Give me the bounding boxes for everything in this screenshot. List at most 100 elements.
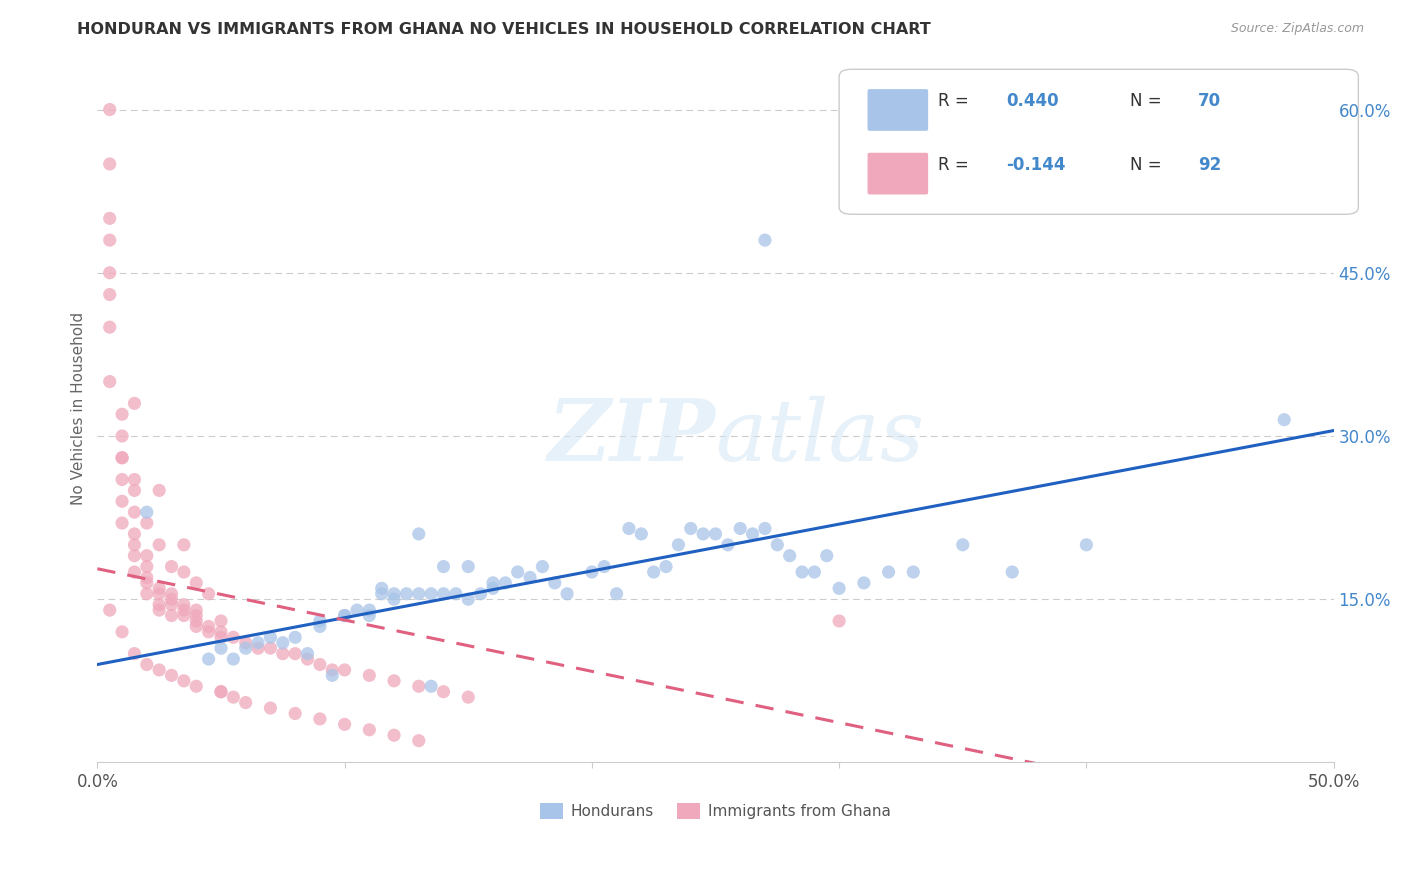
Point	[1076, 538, 1098, 552]
Y-axis label: No Vehicles in Household: No Vehicles in Household	[72, 312, 86, 506]
Point	[259, 701, 281, 715]
Text: R =: R =	[938, 92, 974, 110]
Point	[173, 673, 195, 688]
Point	[803, 565, 825, 579]
Point	[209, 624, 232, 639]
Point	[297, 652, 319, 666]
Point	[173, 598, 195, 612]
Point	[173, 603, 195, 617]
Point	[124, 565, 146, 579]
Point	[186, 614, 208, 628]
Point	[359, 723, 381, 737]
Point	[457, 559, 479, 574]
Text: Source: ZipAtlas.com: Source: ZipAtlas.com	[1230, 22, 1364, 36]
Point	[186, 608, 208, 623]
Point	[160, 587, 183, 601]
Point	[197, 619, 219, 633]
Point	[457, 592, 479, 607]
Point	[111, 407, 134, 421]
Point	[124, 647, 146, 661]
Point	[482, 575, 505, 590]
Point	[98, 157, 121, 171]
Point	[135, 570, 157, 584]
Point	[766, 538, 789, 552]
Point	[309, 712, 332, 726]
Point	[420, 587, 443, 601]
Point	[209, 684, 232, 698]
Point	[779, 549, 801, 563]
Point	[124, 527, 146, 541]
Point	[382, 673, 405, 688]
Point	[370, 582, 392, 596]
Point	[111, 473, 134, 487]
Point	[197, 652, 219, 666]
Point	[259, 630, 281, 644]
Point	[408, 587, 430, 601]
Point	[679, 521, 702, 535]
Point	[135, 657, 157, 672]
Point	[717, 538, 740, 552]
Point	[98, 266, 121, 280]
Point	[432, 587, 454, 601]
Point	[877, 565, 900, 579]
Point	[98, 233, 121, 247]
FancyBboxPatch shape	[839, 70, 1358, 214]
Point	[111, 450, 134, 465]
Point	[209, 630, 232, 644]
Point	[382, 728, 405, 742]
Point	[135, 505, 157, 519]
Point	[135, 587, 157, 601]
Point	[470, 587, 492, 601]
Text: atlas: atlas	[716, 396, 925, 478]
Point	[124, 549, 146, 563]
Text: R =: R =	[938, 156, 974, 174]
Point	[309, 657, 332, 672]
Point	[309, 614, 332, 628]
Point	[420, 679, 443, 693]
Point	[852, 575, 875, 590]
Point	[111, 450, 134, 465]
Point	[444, 587, 467, 601]
Point	[173, 565, 195, 579]
Point	[346, 603, 368, 617]
Point	[259, 641, 281, 656]
Point	[815, 549, 838, 563]
Point	[395, 587, 418, 601]
Point	[98, 287, 121, 301]
Text: 92: 92	[1198, 156, 1220, 174]
Point	[111, 624, 134, 639]
Point	[98, 103, 121, 117]
Point	[186, 619, 208, 633]
Point	[333, 608, 356, 623]
Point	[333, 717, 356, 731]
Text: N =: N =	[1129, 92, 1167, 110]
Point	[382, 587, 405, 601]
Point	[432, 559, 454, 574]
Point	[828, 582, 851, 596]
Point	[408, 527, 430, 541]
Point	[98, 211, 121, 226]
Point	[531, 559, 554, 574]
Point	[408, 733, 430, 747]
Point	[135, 559, 157, 574]
Point	[284, 630, 307, 644]
Point	[668, 538, 690, 552]
Point	[160, 598, 183, 612]
Point	[160, 559, 183, 574]
Point	[186, 603, 208, 617]
Point	[457, 690, 479, 705]
Point	[271, 647, 294, 661]
Legend: Hondurans, Immigrants from Ghana: Hondurans, Immigrants from Ghana	[534, 797, 897, 825]
Point	[544, 575, 567, 590]
Point	[148, 663, 170, 677]
Point	[754, 233, 776, 247]
Point	[284, 647, 307, 661]
Point	[222, 630, 245, 644]
Text: 0.440: 0.440	[1007, 92, 1059, 110]
Point	[581, 565, 603, 579]
Point	[124, 505, 146, 519]
Point	[284, 706, 307, 721]
Point	[297, 647, 319, 661]
Point	[741, 527, 763, 541]
Point	[408, 679, 430, 693]
